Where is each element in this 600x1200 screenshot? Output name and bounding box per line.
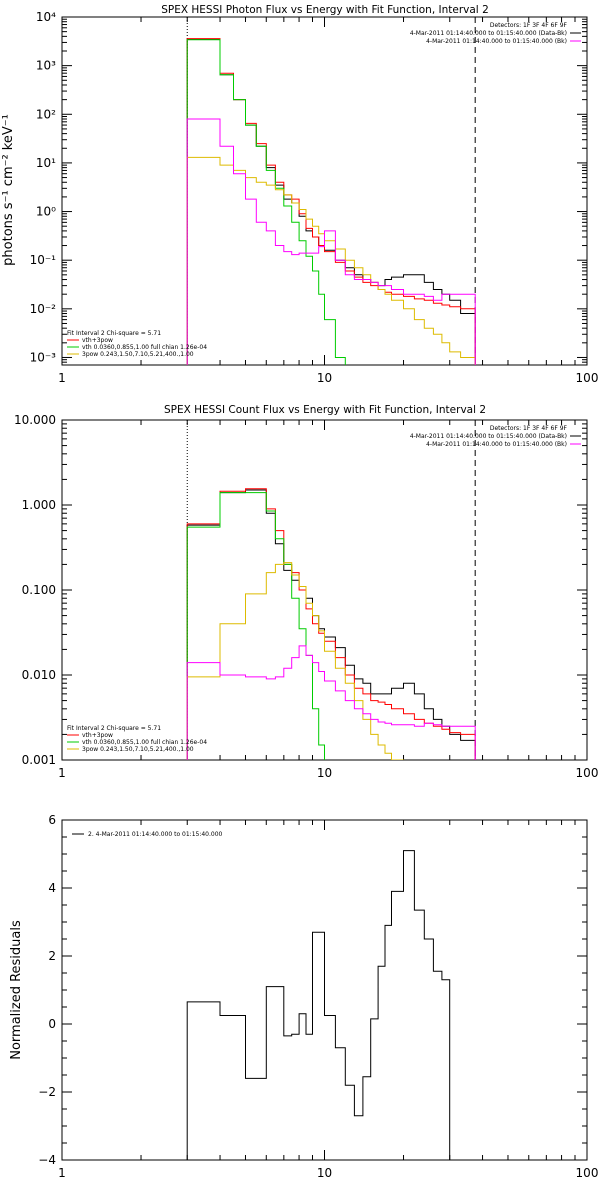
legend-text: 4-Mar-2011 01:14:40.000 to 01:15:40.000 …	[410, 30, 567, 37]
y-tick-label: 10⁻¹	[30, 253, 57, 267]
y-tick-label: 2	[48, 949, 56, 963]
photon-flux-ylabel: photons s⁻¹ cm⁻² keV⁻¹	[1, 114, 16, 266]
series-line	[186, 562, 404, 760]
series-line	[186, 492, 325, 760]
legend-text: vth 0.0360,0.855,1.00 full chian 1.26e-0…	[82, 344, 207, 351]
legend-text: 2. 4-Mar-2011 01:14:40.000 to 01:15:40.0…	[88, 831, 223, 838]
y-tick-label: −2	[38, 1085, 56, 1099]
series-line	[186, 645, 476, 760]
count-flux-title: SPEX HESSI Count Flux vs Energy with Fit…	[164, 404, 486, 416]
x-tick-label: 10	[317, 371, 332, 385]
y-tick-label: 4	[48, 881, 56, 895]
legend-text: Detectors: 1F 3F 4F 6F 9F	[490, 22, 568, 29]
count-flux-panel: SPEX HESSI Count Flux vs Energy with Fit…	[14, 404, 599, 780]
x-tick-label: 10	[317, 766, 332, 780]
y-tick-label: 0.001	[22, 753, 56, 767]
legend-text: 3pow 0.243,1.50,7.10,5.21,400.,1.00	[82, 351, 194, 358]
y-tick-label: 0.010	[22, 668, 56, 682]
series-line	[186, 118, 476, 365]
legend-text: Fit Interval 2 Chi-square = 5.71	[67, 330, 161, 337]
legend-text: vth+3pow	[82, 337, 113, 344]
photon-flux-title: SPEX HESSI Photon Flux vs Energy with Fi…	[161, 4, 489, 16]
y-tick-label: −4	[38, 1153, 56, 1167]
legend-text: 3pow 0.243,1.50,7.10,5.21,400.,1.00	[82, 746, 194, 753]
y-tick-label: 1.000	[22, 498, 56, 512]
x-tick-label: 100	[576, 766, 599, 780]
series-line	[186, 39, 346, 365]
photon-flux-panel: SPEX HESSI Photon Flux vs Energy with Fi…	[1, 4, 598, 385]
x-tick-label: 1	[58, 1166, 66, 1180]
y-tick-label: 10¹	[36, 156, 56, 170]
y-tick-label: 10³	[36, 59, 56, 73]
legend-text: Detectors: 1F 3F 4F 6F 9F	[490, 425, 568, 432]
residuals-ylabel: Normalized Residuals	[9, 920, 24, 1060]
y-tick-label: 10⁴	[36, 10, 56, 24]
legend-text: 4-Mar-2011 01:14:40.000 to 01:15:40.000 …	[426, 38, 567, 45]
x-tick-label: 100	[576, 371, 599, 385]
legend-text: vth 0.0360,0.855,1.00 full chian 1.26e-0…	[82, 739, 207, 746]
y-tick-label: 10⁰	[36, 205, 56, 219]
series-line	[186, 850, 451, 1160]
y-tick-label: 10.000	[14, 413, 56, 427]
y-tick-label: 0	[48, 1017, 56, 1031]
series-line	[186, 489, 476, 760]
y-tick-label: 10⁻²	[30, 302, 57, 316]
x-tick-label: 100	[576, 1166, 599, 1180]
x-tick-label: 1	[58, 766, 66, 780]
y-tick-label: 10⁻³	[30, 350, 57, 364]
residuals-panel: Normalized Residuals 1 10 100 −4 −2 0 2 4 6 2. 4-…	[9, 813, 599, 1180]
x-tick-label: 10	[317, 1166, 332, 1180]
y-tick-label: 0.100	[22, 583, 56, 597]
y-tick-label: 10²	[36, 107, 56, 121]
legend-text: 4-Mar-2011 01:14:40.000 to 01:15:40.000 …	[426, 441, 567, 448]
legend-text: 4-Mar-2011 01:14:40.000 to 01:15:40.000 …	[410, 433, 567, 440]
y-tick-label: 6	[48, 813, 56, 827]
plot-frame	[61, 419, 588, 761]
legend-text: vth+3pow	[82, 732, 113, 739]
x-tick-label: 1	[58, 371, 66, 385]
legend-text: Fit Interval 2 Chi-square = 5.71	[67, 725, 161, 732]
series-line	[186, 156, 476, 365]
